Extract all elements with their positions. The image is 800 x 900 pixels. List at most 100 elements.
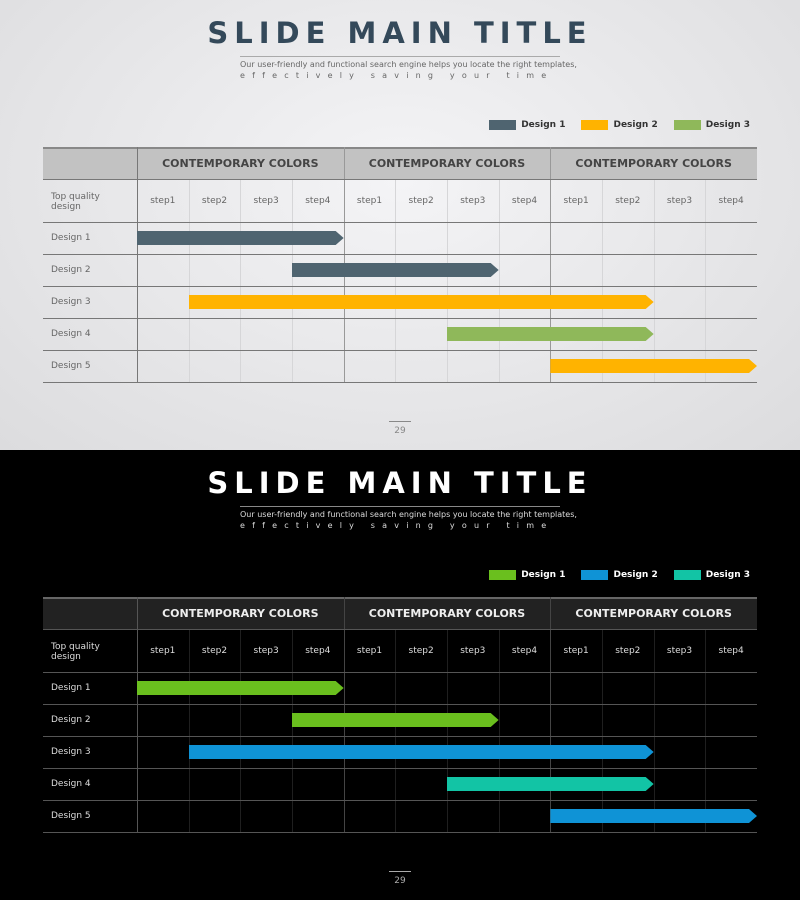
step-label: step2 [408, 645, 434, 656]
row-label: Design 5 [51, 811, 91, 821]
slide-title: SLIDE MAIN TITLE [207, 16, 593, 50]
legend-item: Design 2 [581, 570, 658, 580]
step-label: step4 [718, 195, 744, 206]
grid-line [240, 629, 242, 833]
step-label: step1 [356, 645, 383, 656]
legend-swatch [489, 570, 517, 580]
row-label: Design 2 [51, 715, 91, 725]
label-divider [137, 147, 138, 383]
step-label: step1 [150, 645, 176, 656]
row-label: Design 3 [51, 297, 91, 307]
page-number: 29 [394, 876, 406, 886]
group-header: CONTEMPORARY COLORS [368, 156, 526, 170]
row-line [43, 179, 757, 180]
page-number: 29 [394, 426, 406, 436]
step-label: step3 [666, 195, 693, 206]
group-header: CONTEMPORARY COLORS [162, 156, 319, 170]
grid-line [602, 179, 603, 383]
row-line [43, 704, 757, 705]
corner-label: Top quality design [51, 192, 100, 212]
gantt-bar [137, 681, 344, 695]
label-divider [137, 597, 138, 833]
gantt-bar [550, 809, 757, 823]
step-label: step2 [201, 195, 228, 206]
grid-line [705, 179, 707, 383]
grid-line [602, 629, 603, 833]
legend-item: Design 3 [673, 120, 750, 130]
row-label: Design 1 [51, 683, 91, 693]
grid-line [188, 179, 190, 383]
grid-line [653, 629, 655, 833]
step-label: step2 [408, 195, 434, 206]
step-label: step3 [253, 195, 279, 206]
row-line [43, 382, 757, 383]
gantt-bar [292, 713, 499, 727]
grid-line [240, 179, 242, 383]
gantt-table: CONTEMPORARY COLORS CONTEMPORARY COLORS CO… [43, 597, 757, 833]
legend-label: Design 1 [521, 120, 566, 130]
header-bg [43, 597, 757, 629]
grid-line [705, 629, 707, 833]
title-divider [240, 56, 560, 57]
legend-item: Design 1 [489, 570, 565, 580]
step-label: step1 [150, 195, 176, 206]
row-line [43, 800, 757, 801]
subtitle-line-2: effectively saving your time [240, 71, 554, 80]
row-label: Design 3 [51, 747, 91, 757]
row-label: Design 4 [51, 329, 91, 339]
slide-title: SLIDE MAIN TITLE [207, 466, 593, 500]
row-label: Design 5 [51, 361, 91, 371]
step-label: step3 [460, 645, 486, 656]
row-line [43, 736, 757, 737]
header-bg [43, 147, 757, 179]
corner-label: Top quality design [51, 642, 100, 662]
legend-swatch [673, 120, 701, 130]
step-label: step1 [563, 645, 589, 656]
gantt-bar [292, 263, 499, 277]
group-header: CONTEMPORARY COLORS [162, 606, 319, 620]
step-label: step2 [201, 645, 228, 656]
row-line [43, 768, 757, 769]
step-label: step1 [356, 195, 383, 206]
row-line [43, 350, 757, 351]
row-line [43, 672, 757, 673]
grid-line [653, 179, 655, 383]
legend-item: Design 3 [673, 570, 750, 580]
legend: Design 1 Design 2 Design 3 [489, 120, 750, 130]
row-line [43, 254, 757, 255]
step-label: step4 [511, 195, 538, 206]
grid-line [498, 179, 500, 383]
legend-item: Design 2 [581, 120, 658, 130]
legend-swatch [581, 570, 609, 580]
row-line [43, 222, 757, 223]
grid-line [498, 629, 500, 833]
grid-line [395, 179, 397, 383]
gantt-bar [137, 231, 344, 245]
legend-item: Design 1 [489, 120, 565, 130]
step-label: step4 [511, 645, 538, 656]
legend: Design 1 Design 2 Design 3 [489, 570, 750, 580]
grid-line [447, 629, 448, 833]
grid-line [550, 147, 552, 383]
grid-line [188, 629, 190, 833]
page-number-line [389, 871, 411, 872]
group-header: CONTEMPORARY COLORS [368, 606, 526, 620]
legend-swatch [489, 120, 517, 130]
step-label: step4 [718, 645, 744, 656]
step-label: step3 [666, 645, 693, 656]
legend-label: Design 1 [521, 570, 566, 580]
grid-line [292, 629, 293, 833]
gantt-bar [189, 745, 654, 759]
row-label: Design 2 [51, 265, 91, 275]
gantt-bar [447, 327, 654, 341]
row-label: Design 4 [51, 779, 91, 789]
legend-label: Design 2 [613, 570, 658, 580]
legend-label: Design 3 [705, 120, 750, 130]
group-header: CONTEMPORARY COLORS [575, 606, 732, 620]
gantt-table: CONTEMPORARY COLORS CONTEMPORARY COLORS CO… [43, 147, 757, 383]
row-line [43, 286, 757, 287]
row-line [43, 629, 757, 630]
legend-label: Design 3 [705, 570, 750, 580]
legend-swatch [581, 120, 609, 130]
